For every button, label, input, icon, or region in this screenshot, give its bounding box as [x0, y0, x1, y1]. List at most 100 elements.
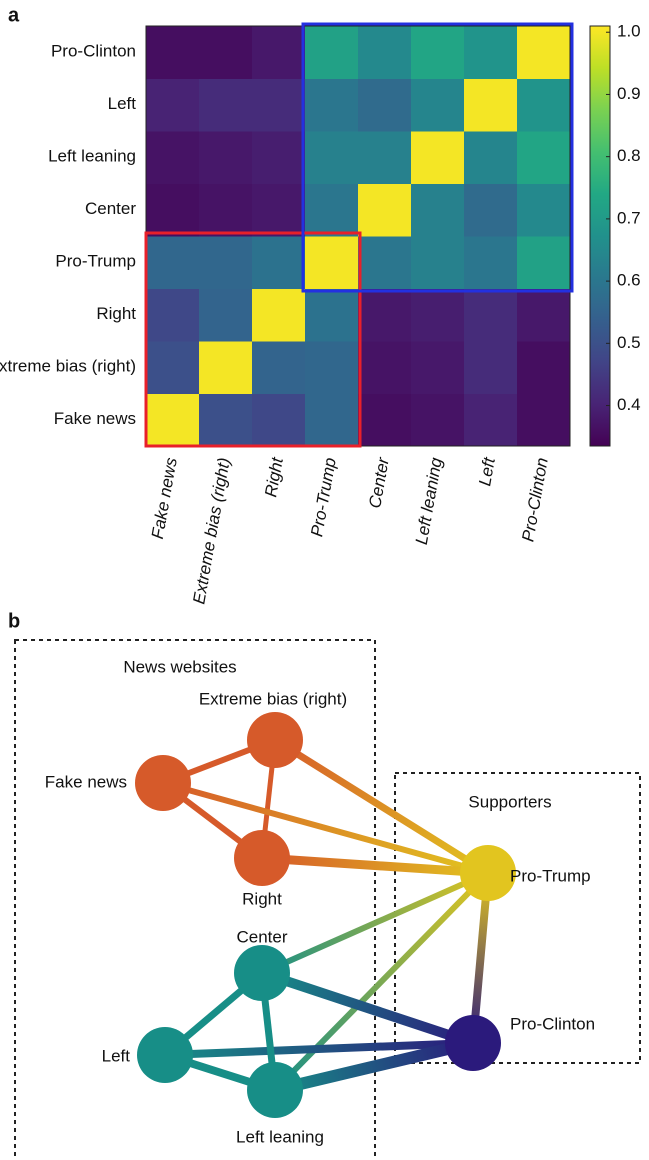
heat-cell: [358, 131, 412, 184]
edge: [273, 737, 490, 876]
heat-cell: [517, 26, 571, 79]
group-label: Supporters: [468, 792, 551, 811]
heat-cell: [305, 183, 359, 237]
heat-cell: [146, 183, 200, 237]
heat-cell: [146, 393, 200, 447]
y-tick-label: Extreme bias (right): [0, 357, 136, 376]
heat-cell: [146, 26, 200, 79]
y-tick-label: Left leaning: [48, 147, 136, 166]
node-label: Right: [242, 889, 282, 908]
colorbar-tick-label: 0.6: [617, 271, 641, 290]
edge: [272, 870, 491, 1093]
heat-cell: [305, 78, 359, 132]
node: [137, 1027, 193, 1083]
x-tick-label: Pro-Trump: [307, 456, 340, 538]
heat-cell: [252, 183, 306, 237]
x-tick-label: Left: [475, 455, 499, 487]
heat-cell: [517, 288, 571, 342]
heat-cell: [358, 183, 412, 237]
heat-cell: [146, 341, 200, 394]
heat-cell: [199, 288, 253, 342]
heat-cell: [146, 131, 200, 184]
heat-cell: [358, 341, 412, 394]
edge: [164, 1039, 474, 1059]
heat-cell: [517, 393, 571, 447]
node-label: Left: [102, 1046, 131, 1065]
heat-cell: [464, 236, 518, 289]
x-tick-label: Left leaning: [412, 456, 446, 546]
colorbar-tick-label: 0.8: [617, 146, 641, 165]
group-label: News websites: [123, 657, 236, 676]
edge: [260, 968, 475, 1048]
heat-cell: [199, 131, 253, 184]
heat-cell: [199, 78, 253, 132]
x-tick-label: Pro-Clinton: [518, 456, 551, 543]
node: [445, 1015, 501, 1071]
x-tick-label: Fake news: [148, 456, 181, 541]
heat-cell: [146, 236, 200, 289]
heat-cell: [252, 341, 306, 394]
group-box: [14, 639, 376, 1160]
highlight-box: [144, 231, 362, 448]
edge: [260, 870, 490, 976]
node: [460, 845, 516, 901]
heat-cell: [199, 26, 253, 79]
colorbar-tick-label: 0.4: [617, 395, 641, 414]
heat-cell: [199, 236, 253, 289]
heat-cell: [252, 236, 306, 289]
heat-cell: [464, 183, 518, 237]
heat-cell: [464, 288, 518, 342]
heat-cell: [252, 26, 306, 79]
panel-label: b: [8, 610, 20, 632]
x-tick-label: Extreme bias (right): [189, 456, 233, 605]
heat-cell: [517, 183, 571, 237]
heat-cell: [464, 393, 518, 447]
heat-cell: [358, 393, 412, 447]
heat-cell: [411, 131, 465, 184]
heat-cell: [517, 236, 571, 289]
heat-cell: [199, 393, 253, 447]
panel-label: a: [8, 4, 20, 26]
edge: [261, 853, 489, 878]
y-tick-label: Left: [108, 94, 137, 113]
heat-cell: [252, 78, 306, 132]
y-tick-label: Right: [96, 304, 136, 323]
heat-cell: [411, 341, 465, 394]
y-tick-label: Pro-Clinton: [51, 42, 136, 61]
y-tick-label: Pro-Trump: [55, 252, 136, 271]
node: [135, 755, 191, 811]
heat-cell: [464, 131, 518, 184]
edge: [162, 780, 489, 876]
heat-cell: [358, 288, 412, 342]
heat-cell: [411, 78, 465, 132]
node: [247, 712, 303, 768]
network: Fake news Extreme bias (right) Right Pro-Tr…: [45, 689, 595, 1146]
node-label: Pro-Clinton: [510, 1014, 595, 1033]
highlight-box: [301, 22, 574, 293]
heat-cell: [411, 393, 465, 447]
colorbar-tick-label: 0.9: [617, 84, 641, 103]
heat-cell: [305, 26, 359, 79]
heat-cell: [517, 78, 571, 132]
heat-cell: [252, 393, 306, 447]
node-label: Fake news: [45, 772, 127, 791]
heat-cell: [358, 236, 412, 289]
node-label: Pro-Trump: [510, 866, 591, 885]
heat-cell: [252, 288, 306, 342]
heat-cell: [199, 341, 253, 394]
x-tick-label: Center: [365, 455, 393, 510]
y-tick-label: Center: [85, 199, 136, 218]
edge: [469, 872, 492, 1044]
heat-cell: [252, 131, 306, 184]
heat-cell: [517, 341, 571, 394]
heat-cell: [146, 288, 200, 342]
colorbar-tick-label: 1.0: [617, 22, 641, 41]
edge: [273, 1037, 475, 1096]
node-label: Center: [236, 927, 287, 946]
heat-cell: [358, 78, 412, 132]
heat-cell: [517, 131, 571, 184]
colorbar-tick-label: 0.5: [617, 333, 641, 352]
heat-cell: [464, 26, 518, 79]
